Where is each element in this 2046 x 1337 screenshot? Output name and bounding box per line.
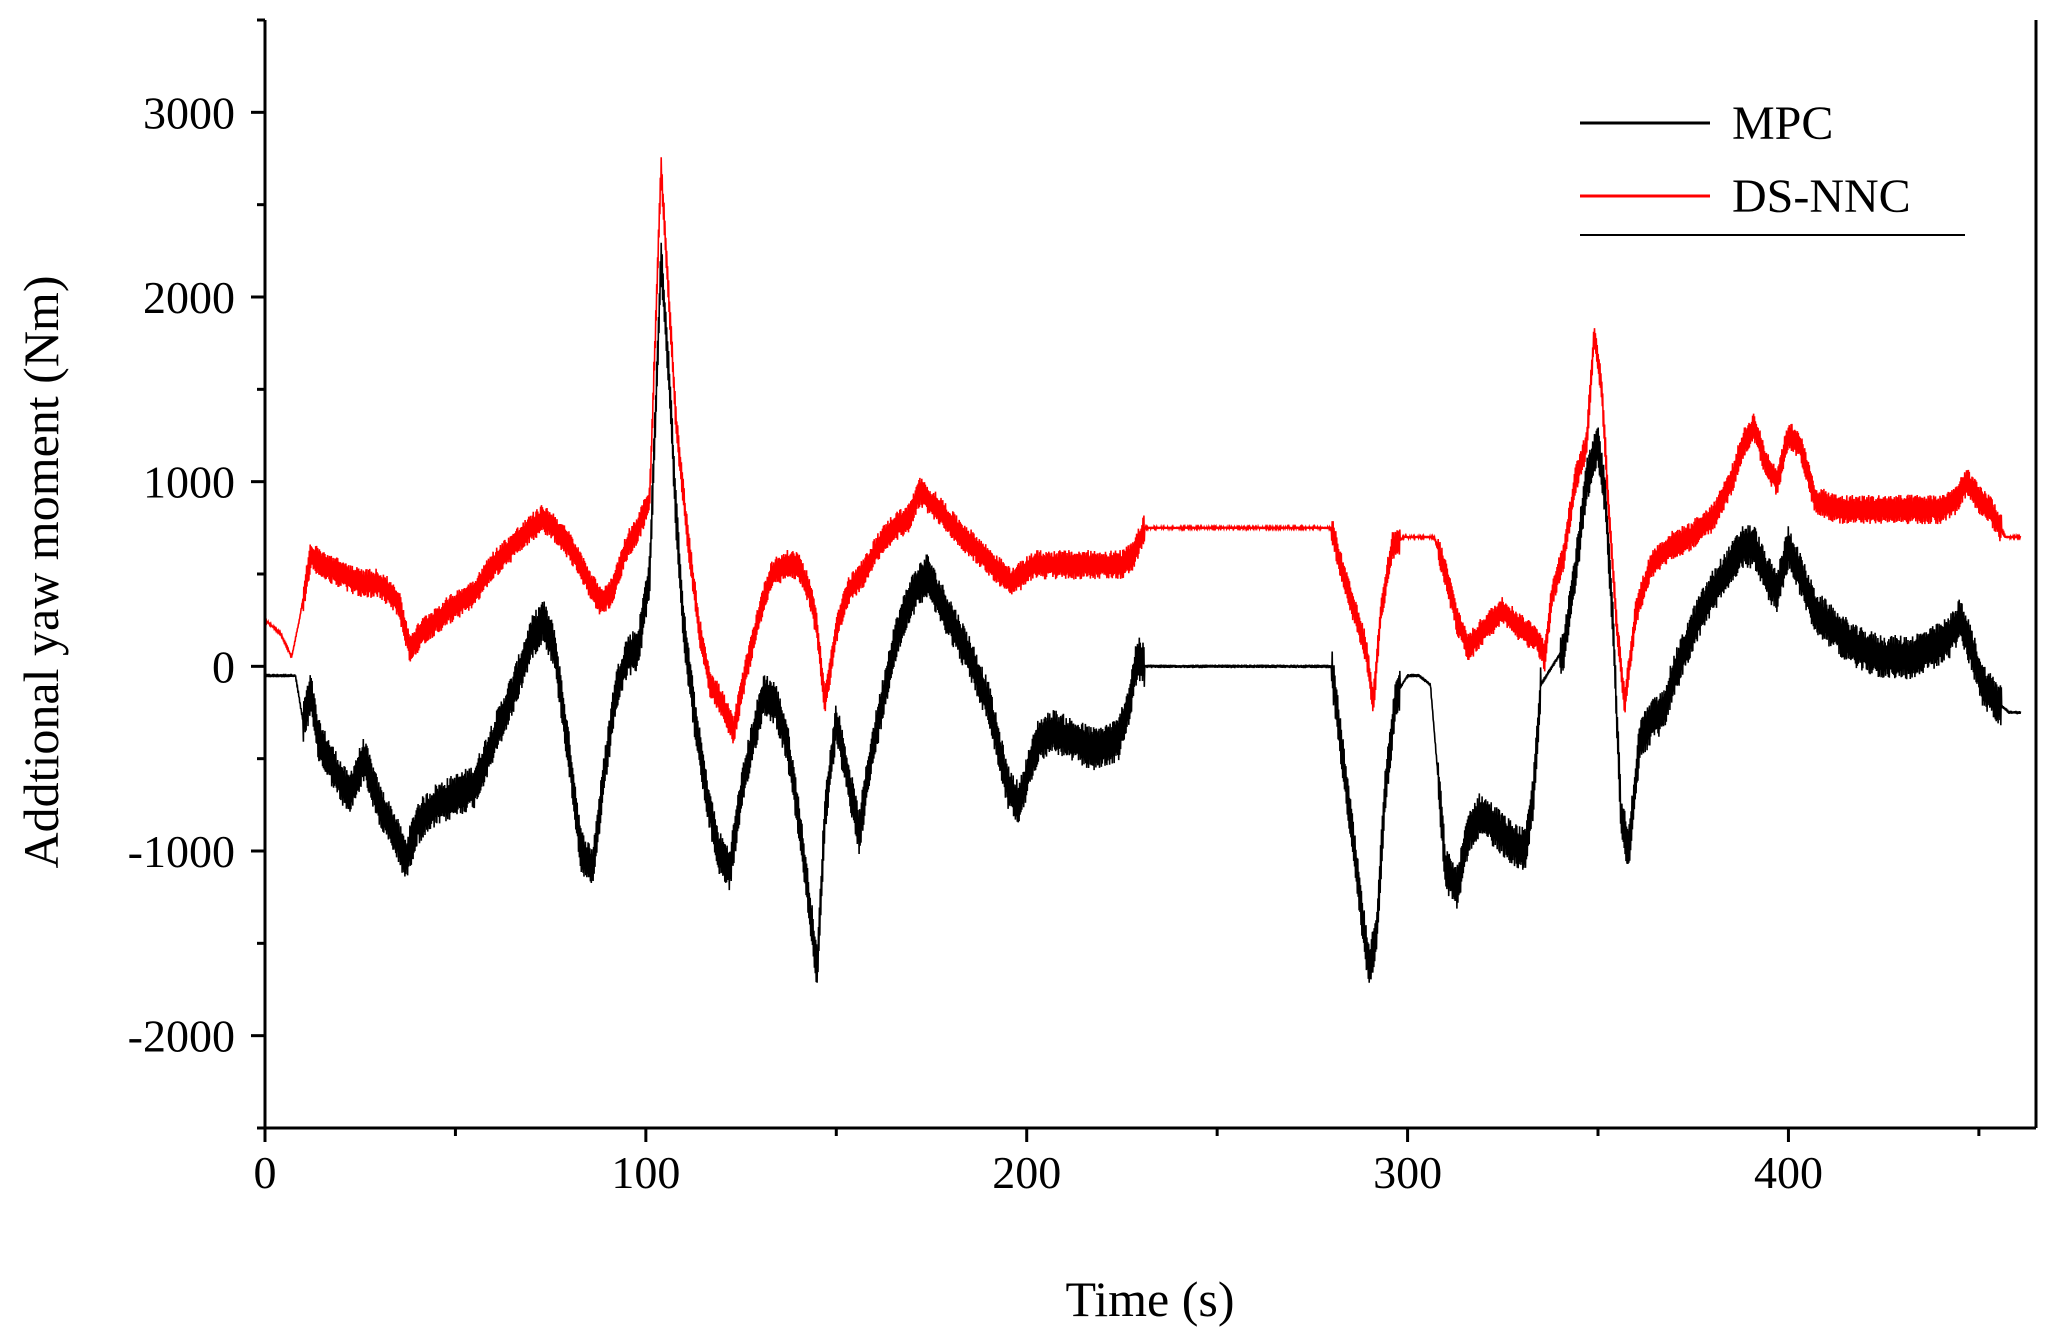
legend-label-ds-nnc: DS-NNC — [1732, 170, 1911, 223]
y-tick-label: 1000 — [143, 457, 235, 508]
x-axis-title: Time (s) — [1065, 1271, 1234, 1327]
x-tick-label: 300 — [1373, 1147, 1442, 1198]
x-tick-label: 200 — [992, 1147, 1061, 1198]
series-ds-nnc — [264, 157, 2022, 744]
series-layer — [264, 157, 2022, 983]
x-tick-label: 100 — [611, 1147, 680, 1198]
y-tick-label: 0 — [212, 641, 235, 692]
legend-label-mpc: MPC — [1732, 97, 1833, 150]
y-tick-label: 2000 — [143, 272, 235, 323]
series-mpc — [264, 242, 2022, 983]
x-tick-label: 400 — [1754, 1147, 1823, 1198]
y-axis-title: Addtional yaw moment (Nm) — [13, 276, 69, 869]
y-tick-label: -1000 — [128, 826, 235, 877]
y-tick-label: -2000 — [128, 1011, 235, 1062]
y-tick-label: 3000 — [143, 87, 235, 138]
legend: MPC DS-NNC — [1580, 97, 1965, 236]
x-tick-label: 0 — [254, 1147, 277, 1198]
series-line-mpc — [264, 242, 2022, 983]
ticks-layer: 0 100 200 300 400 -2000 -1000 0 1000 2000 3000 — [128, 18, 1981, 1198]
series-line-ds-nnc — [264, 157, 2022, 744]
